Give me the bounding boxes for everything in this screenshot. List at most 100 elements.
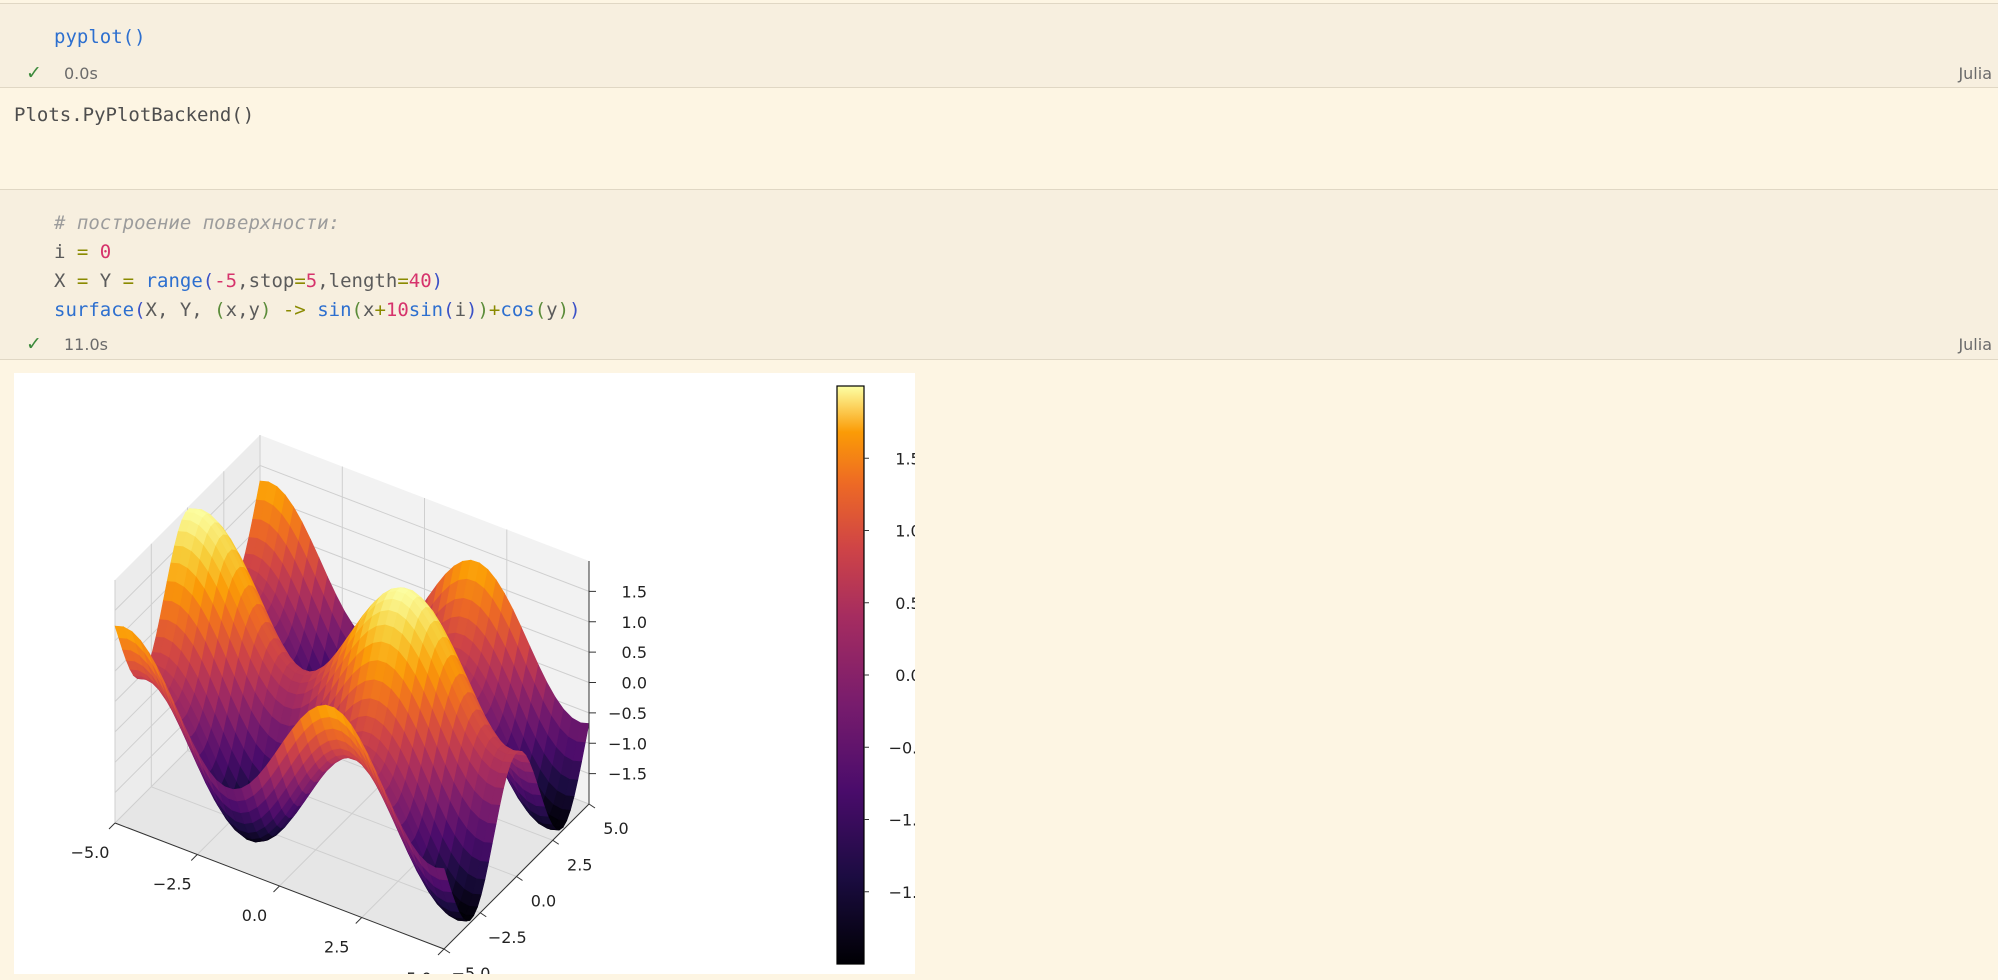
x-tick-label: 0.0 xyxy=(242,906,267,925)
code-token: ) xyxy=(569,299,581,321)
code-token: = xyxy=(76,241,89,263)
code-line: surface(X, Y, (x,y) -> sin(x+10sin(i))+c… xyxy=(54,296,581,325)
y-tick-label: 0.0 xyxy=(531,892,556,911)
colorbar-tick-label: 1.5 xyxy=(895,449,915,468)
code-token: ) xyxy=(431,270,444,292)
colorbar-tick-label: −1.0 xyxy=(889,811,915,830)
x-tick-mark xyxy=(108,822,116,830)
code-token: pyplot() xyxy=(54,26,146,48)
code-token: y xyxy=(546,299,558,321)
z-tick-label: −0.5 xyxy=(608,704,647,723)
code-token: ) xyxy=(466,299,478,321)
colorbar-tick-label: −1.5 xyxy=(889,883,915,902)
colorbar-tick-label: −0.5 xyxy=(889,738,915,757)
y-tick-mark xyxy=(588,803,596,809)
code-token: ( xyxy=(214,299,226,321)
code-token: ( xyxy=(351,299,363,321)
execution-time: 0.0s xyxy=(64,64,98,83)
y-tick-label: 2.5 xyxy=(567,855,592,874)
code-token xyxy=(271,299,282,321)
code-line: i = 0 xyxy=(54,238,581,267)
code-token: Y xyxy=(88,270,123,292)
code-token: ( xyxy=(443,299,455,321)
x-tick-mark xyxy=(437,948,445,956)
code-editor-1[interactable]: pyplot() xyxy=(0,23,146,52)
code-line: # построение поверхности: xyxy=(54,209,581,238)
code-token: ) xyxy=(259,299,272,321)
code-token: = xyxy=(76,270,89,292)
y-tick-label: 5.0 xyxy=(603,819,628,838)
code-token: ,stop xyxy=(237,270,295,292)
code-token: = xyxy=(122,270,135,292)
y-tick-mark xyxy=(516,876,523,881)
cell-status-1: ✓ 0.0s Julia xyxy=(0,60,1998,88)
code-editor-2[interactable]: # построение поверхности: i = 0 X = Y = ra… xyxy=(0,209,581,325)
y-tick-label: −5.0 xyxy=(452,964,491,974)
x-tick-mark xyxy=(273,885,280,893)
cell-output-text-1: Plots.PyPlotBackend() xyxy=(14,104,255,126)
code-cell-2[interactable]: # построение поверхности: i = 0 X = Y = ra… xyxy=(0,189,1998,360)
z-tick-label: 0.0 xyxy=(622,674,647,693)
grid-line-z xyxy=(114,464,590,611)
code-line: pyplot() xyxy=(54,23,146,52)
code-cell-1[interactable]: pyplot() ✓ 0.0s Julia xyxy=(0,3,1998,88)
colorbar-gradient xyxy=(836,385,865,965)
code-token: + xyxy=(374,299,386,321)
y-tick-mark xyxy=(552,839,560,845)
code-token: = xyxy=(397,270,409,292)
code-token: ( xyxy=(202,270,215,292)
code-token: x,y xyxy=(225,299,260,321)
y-tick-mark xyxy=(443,948,451,954)
code-token: ,length xyxy=(317,270,398,292)
code-token: ( xyxy=(134,299,146,321)
y-tick-label: −2.5 xyxy=(488,928,527,947)
z-tick-label: 0.5 xyxy=(622,643,647,662)
code-token xyxy=(88,241,99,263)
code-token: ) xyxy=(477,299,489,321)
grid-line-y xyxy=(150,543,481,914)
code-token: x xyxy=(362,299,375,321)
x-tick-label: 5.0 xyxy=(406,969,431,974)
code-token: sin xyxy=(317,299,352,321)
code-token: surface xyxy=(54,299,135,321)
code-line: X = Y = range(-5,stop=5,length=40) xyxy=(54,267,581,296)
code-token: cos xyxy=(500,299,535,321)
code-token: # построение поверхности: xyxy=(54,212,340,234)
execution-time: 11.0s xyxy=(64,335,108,354)
z-tick-label: −1.0 xyxy=(608,734,647,753)
x-tick-mark xyxy=(190,854,198,861)
code-token: sin xyxy=(408,299,444,321)
code-token: -> xyxy=(282,299,306,321)
code-token: X xyxy=(54,270,77,292)
code-token: X, Y, xyxy=(145,299,215,321)
code-token: 40 xyxy=(408,270,432,292)
x-tick-label: 2.5 xyxy=(324,938,349,957)
plot-output: −5.0−2.50.02.55.0−5.0−2.50.02.55.0−1.5−1… xyxy=(14,373,927,980)
language-label[interactable]: Julia xyxy=(1958,335,1992,354)
z-tick-label: −1.5 xyxy=(608,765,647,784)
code-token: i xyxy=(454,299,467,321)
z-tick-label: 1.5 xyxy=(622,582,647,601)
x-tick-label: −2.5 xyxy=(153,875,192,894)
code-token: -5 xyxy=(214,270,238,292)
code-token: 10 xyxy=(385,299,409,321)
cell-status-2: ✓ 11.0s Julia xyxy=(0,331,1998,359)
code-token: i xyxy=(54,241,77,263)
code-token: range xyxy=(145,270,203,292)
code-token xyxy=(134,270,145,292)
colorbar-tick-label: 1.0 xyxy=(895,522,915,541)
code-token: + xyxy=(488,299,501,321)
y-tick-mark xyxy=(479,912,487,918)
code-token xyxy=(306,299,317,321)
z-tick-label: 1.0 xyxy=(622,613,647,632)
surface-plot: −5.0−2.50.02.55.0−5.0−2.50.02.55.0−1.5−1… xyxy=(71,385,927,980)
language-label[interactable]: Julia xyxy=(1958,64,1992,83)
x-tick-label: −5.0 xyxy=(71,843,110,862)
success-check-icon: ✓ xyxy=(26,333,42,355)
code-token: = xyxy=(294,270,306,292)
surface-patch xyxy=(435,867,449,881)
x-tick-mark xyxy=(355,917,363,924)
code-token: 5 xyxy=(305,270,318,292)
code-token: ( xyxy=(534,299,547,321)
colorbar-tick-label: 0.5 xyxy=(895,594,915,613)
